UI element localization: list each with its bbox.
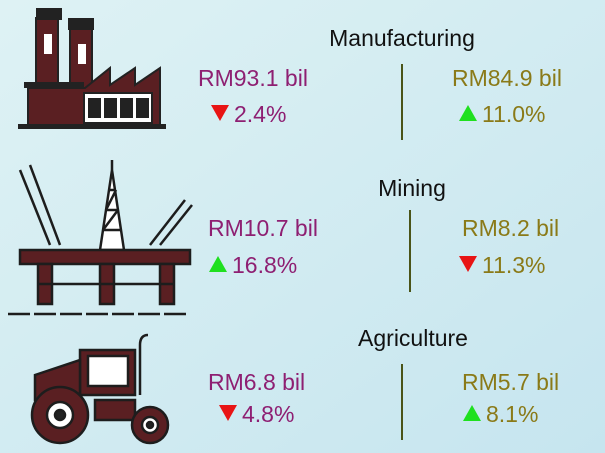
sector-title: Mining	[378, 175, 446, 201]
right-value: RM5.7 bil	[462, 369, 559, 395]
tractor-icon	[30, 333, 170, 445]
sector-title: Manufacturing	[329, 25, 475, 51]
right-value: RM84.9 bil	[452, 65, 562, 91]
left-trend-arrow	[219, 405, 237, 421]
left-change: 4.8%	[242, 401, 294, 427]
oil-rig-icon	[8, 160, 193, 316]
left-value: RM6.8 bil	[208, 369, 305, 395]
left-trend-arrow	[211, 105, 229, 121]
left-value: RM10.7 bil	[208, 215, 318, 241]
right-value: RM8.2 bil	[462, 215, 559, 241]
right-change: 11.3%	[482, 252, 546, 278]
right-trend-arrow	[459, 105, 477, 121]
left-trend-arrow	[209, 256, 227, 272]
right-trend-arrow	[459, 256, 477, 272]
right-change: 8.1%	[486, 401, 538, 427]
right-trend-arrow	[463, 405, 481, 421]
left-value: RM93.1 bil	[198, 65, 308, 91]
factory-icon	[18, 8, 166, 129]
left-change: 2.4%	[234, 101, 286, 127]
left-change: 16.8%	[232, 252, 297, 278]
right-change: 11.0%	[482, 101, 546, 127]
sector-title: Agriculture	[358, 325, 468, 351]
